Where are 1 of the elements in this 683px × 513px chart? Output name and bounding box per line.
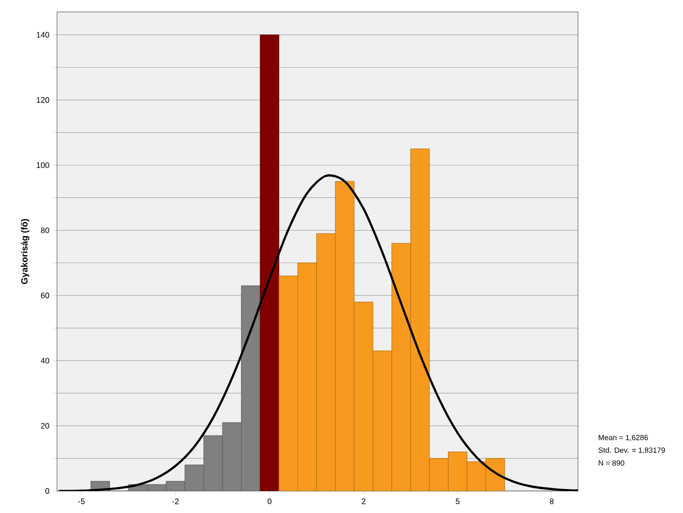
y-axis-title: Gyakoriság (fő) [20,219,30,284]
